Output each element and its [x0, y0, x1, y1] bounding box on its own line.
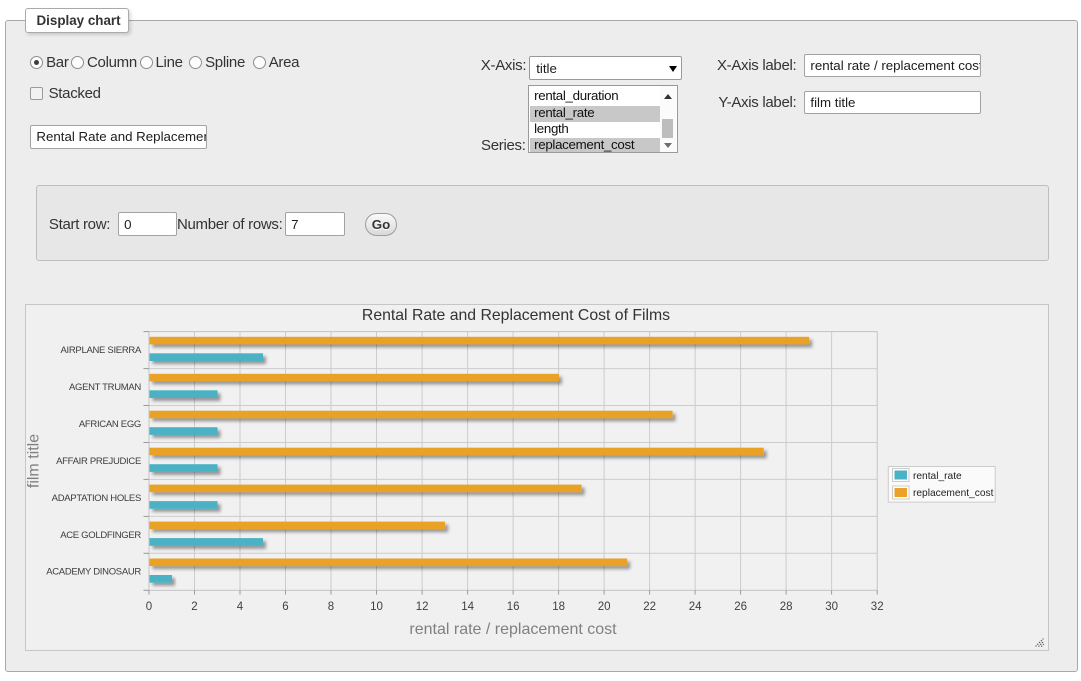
svg-text:14: 14	[461, 601, 474, 613]
svg-text:4: 4	[237, 601, 244, 613]
svg-text:20: 20	[598, 601, 611, 613]
svg-text:replacement_cost: replacement_cost	[913, 488, 994, 499]
svg-text:ACE GOLDFINGER: ACE GOLDFINGER	[60, 530, 141, 541]
svg-text:0: 0	[146, 601, 152, 613]
svg-text:AFFAIR PREJUDICE: AFFAIR PREJUDICE	[56, 456, 141, 467]
svg-text:AGENT TRUMAN: AGENT TRUMAN	[69, 382, 141, 393]
svg-text:AFRICAN EGG: AFRICAN EGG	[79, 419, 141, 430]
svg-text:film title: film title	[26, 434, 43, 488]
svg-text:10: 10	[370, 601, 383, 613]
svg-text:Rental Rate and Replacement Co: Rental Rate and Replacement Cost of Film…	[362, 307, 670, 324]
svg-text:8: 8	[328, 601, 334, 613]
svg-text:6: 6	[282, 601, 288, 613]
svg-text:rental_rate: rental_rate	[913, 471, 962, 482]
svg-text:ACADEMY DINOSAUR: ACADEMY DINOSAUR	[46, 567, 141, 578]
svg-text:28: 28	[780, 601, 793, 613]
svg-text:2: 2	[191, 601, 197, 613]
svg-text:12: 12	[416, 601, 429, 613]
svg-text:32: 32	[871, 601, 884, 613]
svg-text:22: 22	[643, 601, 656, 613]
svg-text:rental rate / replacement cost: rental rate / replacement cost	[409, 621, 617, 638]
svg-text:24: 24	[689, 601, 702, 613]
svg-text:26: 26	[734, 601, 747, 613]
svg-text:30: 30	[825, 601, 838, 613]
svg-text:18: 18	[552, 601, 565, 613]
svg-text:ADAPTATION HOLES: ADAPTATION HOLES	[52, 493, 141, 504]
svg-text:AIRPLANE SIERRA: AIRPLANE SIERRA	[61, 345, 142, 356]
svg-text:16: 16	[507, 601, 520, 613]
